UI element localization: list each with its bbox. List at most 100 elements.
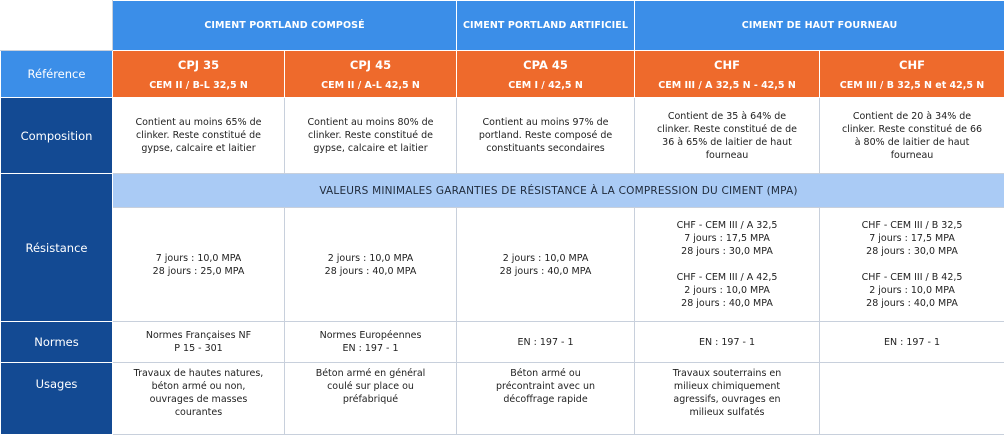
composition-line: à 80% de laitier de haut xyxy=(824,136,1000,149)
resistance-cell: 2 jours : 10,0 MPA 28 jours : 40,0 MPA xyxy=(457,208,635,322)
composition-line: clinker. Reste constitué de de xyxy=(639,123,815,136)
usages-line: décoffrage rapide xyxy=(461,393,630,406)
normes-cell: Normes Françaises NF P 15 - 301 xyxy=(113,322,285,363)
usages-row: Usages Travaux de hautes natures, béton … xyxy=(1,363,1004,435)
normes-line: EN : 197 - 1 xyxy=(461,336,630,349)
usages-line: ouvrages de masses xyxy=(117,393,280,406)
reference-class: CEM III / A 32,5 N - 42,5 N xyxy=(639,80,815,91)
group-header-row: CIMENT PORTLAND COMPOSÉ CIMENT PORTLAND … xyxy=(1,1,1004,51)
usages-line: courantes xyxy=(117,406,280,419)
resistance-line: 2 jours : 10,0 MPA xyxy=(824,284,1000,297)
corner-blank xyxy=(1,1,113,51)
composition-line: gypse, calcaire et laitier xyxy=(289,142,452,155)
resistance-band-row: Résistance VALEURS MINIMALES GARANTIES D… xyxy=(1,174,1004,208)
resistance-line: 7 jours : 10,0 MPA xyxy=(117,252,280,265)
composition-row: Composition Contient au moins 65% de cli… xyxy=(1,98,1004,174)
resistance-line: 28 jours : 40,0 MPA xyxy=(289,265,452,278)
reference-class: CEM I / 42,5 N xyxy=(461,80,630,91)
composition-line: Contient au moins 65% de xyxy=(117,116,280,129)
usages-cell: Travaux souterrains en milieux chimiquem… xyxy=(635,363,820,435)
row-label-normes: Normes xyxy=(1,322,113,363)
composition-line: Contient au moins 80% de xyxy=(289,116,452,129)
usages-cell: Béton armé ou précontraint avec un décof… xyxy=(457,363,635,435)
resistance-line: CHF - CEM III / A 32,5 xyxy=(639,219,815,232)
composition-cell: Contient de 35 à 64% de clinker. Reste c… xyxy=(635,98,820,174)
resistance-spacer xyxy=(639,258,815,271)
resistance-line: CHF - CEM III / A 42,5 xyxy=(639,271,815,284)
normes-cell: EN : 197 - 1 xyxy=(457,322,635,363)
resistance-line: CHF - CEM III / B 32,5 xyxy=(824,219,1000,232)
resistance-cell: 7 jours : 10,0 MPA 28 jours : 25,0 MPA xyxy=(113,208,285,322)
resistance-line: 2 jours : 10,0 MPA xyxy=(639,284,815,297)
group-header-chf: CIMENT DE HAUT FOURNEAU xyxy=(635,1,1004,51)
composition-line: 36 à 65% de laitier de haut xyxy=(639,136,815,149)
resistance-line: 28 jours : 40,0 MPA xyxy=(824,297,1000,310)
resistance-line: 28 jours : 40,0 MPA xyxy=(639,297,815,310)
resistance-line: 28 jours : 40,0 MPA xyxy=(461,265,630,278)
composition-line: fourneau xyxy=(639,149,815,162)
normes-line: Normes Européennes xyxy=(289,329,452,342)
resistance-cell: CHF - CEM III / A 32,5 7 jours : 17,5 MP… xyxy=(635,208,820,322)
reference-class: CEM II / A-L 42,5 N xyxy=(289,80,452,91)
usages-line: Béton armé ou xyxy=(461,367,630,380)
composition-line: clinker. Reste constitué de 66 xyxy=(824,123,1000,136)
composition-line: Contient de 35 à 64% de xyxy=(639,110,815,123)
composition-line: Contient de 20 à 34% de xyxy=(824,110,1000,123)
normes-cell: EN : 197 - 1 xyxy=(820,322,1004,363)
resistance-line: 7 jours : 17,5 MPA xyxy=(639,232,815,245)
usages-line: préfabriqué xyxy=(289,393,452,406)
usages-line: béton armé ou non, xyxy=(117,380,280,393)
composition-cell: Contient au moins 97% de portland. Reste… xyxy=(457,98,635,174)
normes-line: Normes Françaises NF xyxy=(117,329,280,342)
composition-cell: Contient au moins 65% de clinker. Reste … xyxy=(113,98,285,174)
resistance-line: 28 jours : 25,0 MPA xyxy=(117,265,280,278)
usages-line: Travaux souterrains en xyxy=(639,367,815,380)
resistance-line: 2 jours : 10,0 MPA xyxy=(289,252,452,265)
reference-code: CHF xyxy=(639,58,815,72)
reference-code: CPJ 35 xyxy=(117,58,280,72)
resistance-line: 2 jours : 10,0 MPA xyxy=(461,252,630,265)
normes-line: EN : 197 - 1 xyxy=(639,336,815,349)
group-header-cpa: CIMENT PORTLAND ARTIFICIEL xyxy=(457,1,635,51)
normes-row: Normes Normes Françaises NF P 15 - 301 N… xyxy=(1,322,1004,363)
usages-cell-empty xyxy=(820,363,1004,435)
resistance-spacer xyxy=(824,258,1000,271)
resistance-line: 28 jours : 30,0 MPA xyxy=(824,245,1000,258)
composition-line: portland. Reste composé de xyxy=(461,129,630,142)
resistance-band-title: VALEURS MINIMALES GARANTIES DE RÉSISTANC… xyxy=(113,174,1004,208)
resistance-values-row: 7 jours : 10,0 MPA 28 jours : 25,0 MPA 2… xyxy=(1,208,1004,322)
resistance-line: 7 jours : 17,5 MPA xyxy=(824,232,1000,245)
normes-line: EN : 197 - 1 xyxy=(824,336,1000,349)
usages-line: coulé sur place ou xyxy=(289,380,452,393)
reference-cell: CPA 45 CEM I / 42,5 N xyxy=(457,51,635,98)
resistance-line: CHF - CEM III / B 42,5 xyxy=(824,271,1000,284)
reference-cell: CPJ 45 CEM II / A-L 42,5 N xyxy=(285,51,457,98)
normes-cell: EN : 197 - 1 xyxy=(635,322,820,363)
group-header-cpc: CIMENT PORTLAND COMPOSÉ xyxy=(113,1,457,51)
usages-line: précontraint avec un xyxy=(461,380,630,393)
composition-line: clinker. Reste constitué de xyxy=(289,129,452,142)
composition-line: constituants secondaires xyxy=(461,142,630,155)
reference-code: CHF xyxy=(824,58,1000,72)
resistance-cell: 2 jours : 10,0 MPA 28 jours : 40,0 MPA xyxy=(285,208,457,322)
reference-code: CPJ 45 xyxy=(289,58,452,72)
resistance-line: 28 jours : 30,0 MPA xyxy=(639,245,815,258)
normes-cell: Normes Européennes EN : 197 - 1 xyxy=(285,322,457,363)
normes-line: EN : 197 - 1 xyxy=(289,342,452,355)
normes-line: P 15 - 301 xyxy=(117,342,280,355)
row-label-resistance: Résistance xyxy=(1,174,113,322)
composition-line: fourneau xyxy=(824,149,1000,162)
usages-line: milieux chimiquement xyxy=(639,380,815,393)
usages-line: Travaux de hautes natures, xyxy=(117,367,280,380)
usages-line: milieux sulfatés xyxy=(639,406,815,419)
composition-cell: Contient au moins 80% de clinker. Reste … xyxy=(285,98,457,174)
row-label-composition: Composition xyxy=(1,98,113,174)
composition-line: clinker. Reste constitué de xyxy=(117,129,280,142)
composition-line: gypse, calcaire et laitier xyxy=(117,142,280,155)
reference-code: CPA 45 xyxy=(461,58,630,72)
row-label-usages: Usages xyxy=(1,363,113,435)
composition-line: Contient au moins 97% de xyxy=(461,116,630,129)
